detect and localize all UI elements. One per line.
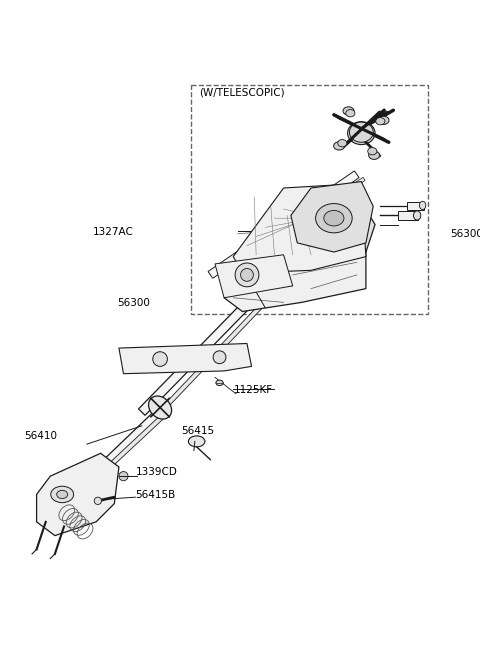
Ellipse shape	[376, 117, 385, 125]
Text: 1339CD: 1339CD	[135, 466, 177, 477]
Polygon shape	[36, 453, 119, 536]
Bar	[407, 202, 423, 210]
Ellipse shape	[149, 396, 171, 419]
Circle shape	[288, 225, 301, 237]
Ellipse shape	[189, 436, 205, 447]
Ellipse shape	[413, 211, 421, 220]
Text: 56300: 56300	[117, 298, 150, 309]
Text: 56410: 56410	[24, 431, 57, 441]
Ellipse shape	[369, 151, 380, 159]
Polygon shape	[119, 343, 252, 374]
Text: 56415: 56415	[181, 426, 214, 436]
Text: 56415B: 56415B	[135, 491, 176, 500]
Ellipse shape	[324, 210, 344, 226]
Ellipse shape	[343, 107, 354, 115]
Polygon shape	[288, 202, 375, 261]
Text: 1125KF: 1125KF	[234, 385, 273, 395]
Ellipse shape	[327, 225, 350, 243]
Ellipse shape	[216, 380, 223, 386]
Ellipse shape	[349, 122, 373, 142]
Text: 56300: 56300	[450, 229, 480, 238]
Polygon shape	[224, 206, 366, 312]
Bar	[398, 211, 418, 220]
Circle shape	[213, 351, 226, 364]
Ellipse shape	[368, 147, 377, 155]
Polygon shape	[52, 404, 168, 516]
Ellipse shape	[315, 204, 352, 233]
Polygon shape	[208, 171, 359, 278]
Ellipse shape	[348, 122, 375, 145]
Polygon shape	[58, 409, 171, 514]
Polygon shape	[139, 217, 333, 415]
Circle shape	[153, 352, 168, 366]
Text: 1327AC: 1327AC	[93, 227, 133, 237]
Ellipse shape	[334, 141, 345, 150]
Polygon shape	[215, 255, 293, 298]
Bar	[191, 85, 428, 314]
Ellipse shape	[338, 140, 347, 147]
Polygon shape	[291, 181, 373, 252]
Circle shape	[235, 263, 259, 287]
Ellipse shape	[378, 116, 389, 124]
Polygon shape	[233, 183, 366, 273]
Polygon shape	[218, 178, 365, 276]
Ellipse shape	[318, 217, 359, 250]
Ellipse shape	[420, 201, 426, 210]
Circle shape	[119, 472, 128, 481]
Polygon shape	[158, 223, 340, 414]
Circle shape	[240, 269, 253, 281]
Ellipse shape	[51, 486, 73, 502]
Ellipse shape	[57, 491, 68, 498]
Circle shape	[292, 228, 297, 234]
Circle shape	[94, 497, 102, 504]
Ellipse shape	[346, 109, 355, 117]
Text: (W/TELESCOPIC): (W/TELESCOPIC)	[199, 88, 285, 98]
